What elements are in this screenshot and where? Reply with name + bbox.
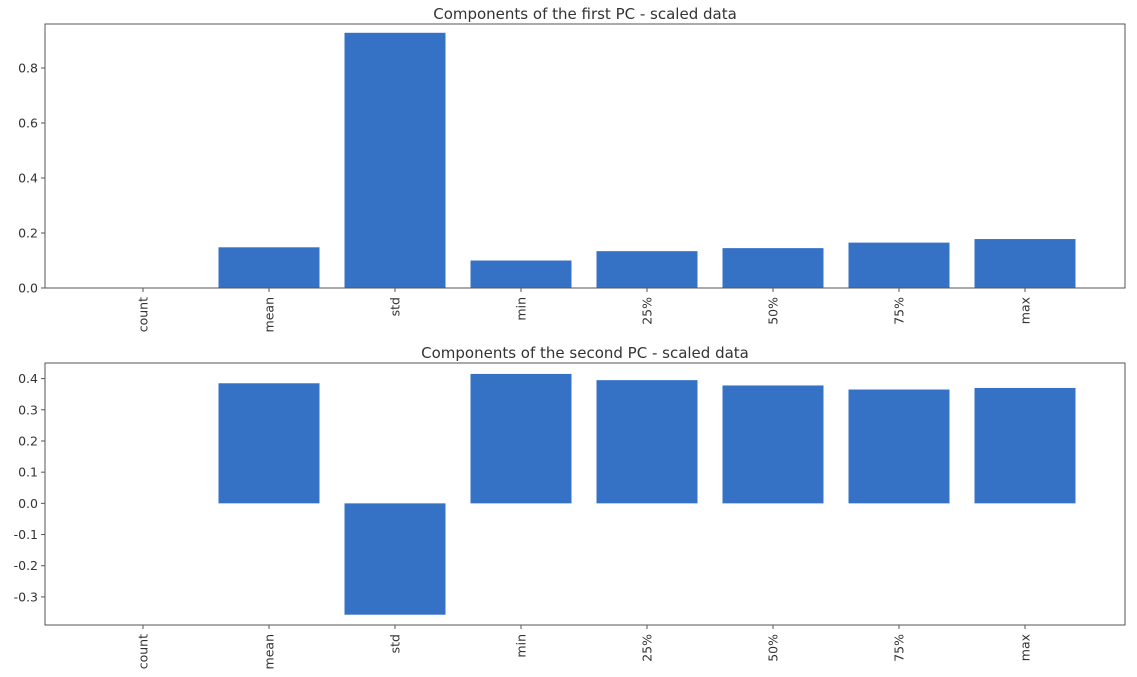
- x-tick-label-std: std: [388, 634, 403, 653]
- bar-75%: [848, 242, 950, 289]
- x-tick-label-mean: mean: [262, 634, 277, 669]
- y-tick-label: -0.2: [14, 558, 38, 573]
- bar-50%: [722, 248, 824, 289]
- bar-std: [344, 503, 446, 615]
- x-tick-label-min: min: [514, 297, 529, 321]
- bar-std: [344, 32, 446, 288]
- y-tick-label: 0.4: [18, 171, 38, 186]
- x-tick-label-max: max: [1018, 634, 1033, 661]
- bar-max: [974, 387, 1076, 504]
- x-tick-label-50%: 50%: [766, 297, 781, 325]
- bar-25%: [596, 380, 698, 504]
- x-tick-label-min: min: [514, 634, 529, 658]
- y-tick-label: 0.0: [18, 496, 38, 511]
- bar-mean: [218, 383, 320, 504]
- x-tick-label-count: count: [136, 634, 151, 669]
- y-tick-label: 0.4: [18, 371, 38, 386]
- y-tick-label: 0.3: [18, 402, 38, 417]
- chart-title-first-pc: Components of the first PC - scaled data: [433, 5, 737, 23]
- x-tick-label-50%: 50%: [766, 634, 781, 662]
- y-tick-label: 0.8: [18, 61, 38, 76]
- x-tick-label-75%: 75%: [892, 634, 907, 662]
- y-tick-label: 0.2: [18, 433, 38, 448]
- axes-frame: [44, 362, 1126, 626]
- y-tick-label: -0.1: [14, 527, 38, 542]
- x-tick-label-25%: 25%: [640, 634, 655, 662]
- y-tick-label: 0.0: [18, 281, 38, 296]
- bar-min: [470, 260, 572, 288]
- chart-title-second-pc: Components of the second PC - scaled dat…: [421, 344, 749, 362]
- bar-max: [974, 239, 1076, 288]
- bar-75%: [848, 389, 950, 504]
- bar-mean: [218, 247, 320, 288]
- bar-25%: [596, 251, 698, 288]
- bar-min: [470, 373, 572, 504]
- x-tick-label-std: std: [388, 297, 403, 316]
- x-tick-label-25%: 25%: [640, 297, 655, 325]
- x-tick-label-count: count: [136, 297, 151, 332]
- chart-panel-first-pc: Components of the first PC - scaled data…: [18, 5, 1126, 332]
- y-tick-label: 0.6: [18, 116, 38, 131]
- y-tick-label: 0.2: [18, 226, 38, 241]
- x-tick-label-75%: 75%: [892, 297, 907, 325]
- x-tick-label-mean: mean: [262, 297, 277, 332]
- y-tick-label: 0.1: [18, 465, 38, 480]
- x-tick-label-max: max: [1018, 297, 1033, 324]
- bar-50%: [722, 385, 824, 504]
- axes-frame: [44, 23, 1126, 289]
- y-tick-label: -0.3: [14, 589, 38, 604]
- chart-panel-second-pc: Components of the second PC - scaled dat…: [14, 344, 1126, 669]
